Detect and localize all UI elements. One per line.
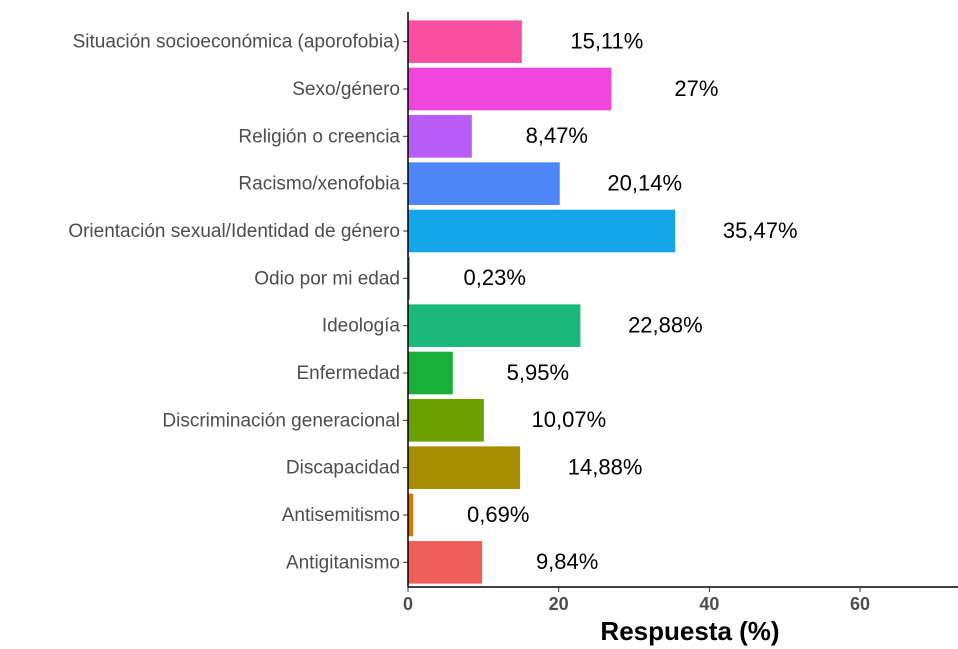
category-label: Discapacidad (286, 458, 400, 479)
category-label: Enfermedad (296, 363, 400, 384)
x-tick-label: 60 (850, 594, 870, 614)
category-label: Odio por mi edad (254, 268, 400, 289)
value-label: 27% (674, 76, 718, 101)
bar (408, 115, 472, 158)
value-label: 5,95% (507, 360, 569, 385)
value-label: 22,88% (628, 312, 703, 337)
value-label: 15,11% (570, 28, 643, 53)
category-label: Ideología (322, 316, 401, 337)
bar (408, 20, 522, 63)
category-label: Discriminación generacional (162, 410, 400, 431)
category-label: Antigitanismo (286, 552, 400, 573)
category-label: Situación socioeconómica (aporofobia) (73, 32, 400, 53)
category-label: Racismo/xenofobia (238, 174, 400, 195)
x-axis-title: Respuesta (%) (600, 616, 779, 646)
value-label: 14,88% (568, 454, 643, 479)
category-label: Religión o creencia (238, 126, 400, 147)
category-label: Orientación sexual/Identidad de género (68, 221, 400, 242)
bar (408, 399, 484, 442)
category-label: Sexo/género (292, 79, 400, 100)
value-label: 35,47% (723, 218, 798, 243)
bar (408, 493, 414, 537)
bar (408, 209, 676, 253)
bar (408, 446, 521, 489)
value-label: 0,23% (464, 265, 526, 290)
bar (408, 67, 612, 111)
value-label: 8,47% (526, 123, 588, 148)
bar (408, 257, 410, 300)
x-tick-label: 0 (403, 594, 413, 614)
value-label: 20,14% (607, 170, 682, 195)
value-label: 10,07% (532, 407, 607, 432)
bar (408, 304, 581, 347)
x-tick-label: 20 (549, 594, 569, 614)
value-label: 0,69% (467, 502, 529, 527)
bar (408, 162, 560, 205)
value-label: 9,84% (536, 549, 598, 574)
category-label: Antisemitismo (282, 505, 400, 526)
bar (408, 541, 483, 584)
x-tick-label: 40 (699, 594, 719, 614)
bar (408, 351, 453, 395)
